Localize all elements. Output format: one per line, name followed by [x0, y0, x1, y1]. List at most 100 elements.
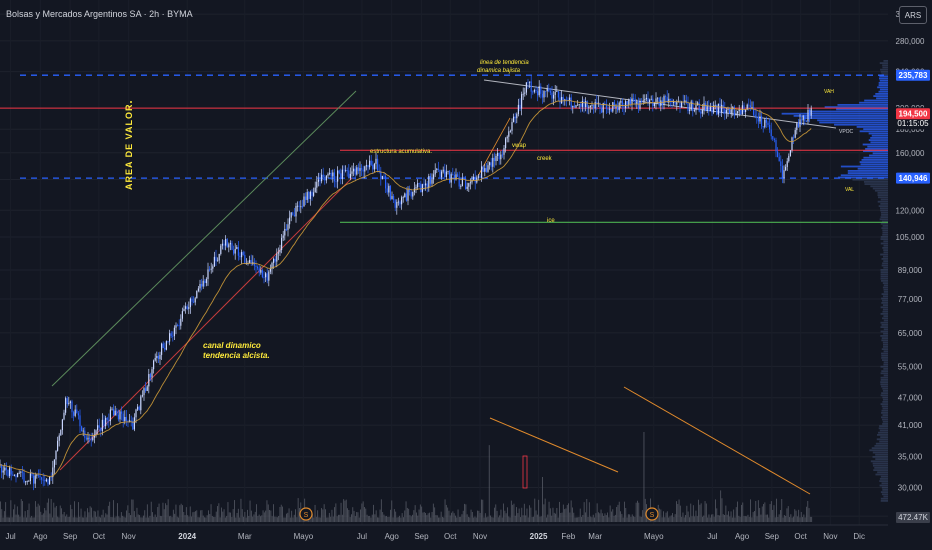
candle-body	[410, 191, 412, 197]
volume-bar	[421, 506, 423, 522]
volume-bar	[70, 504, 72, 522]
time-tick: Nov	[122, 532, 136, 541]
volume-bar	[230, 512, 231, 522]
candle-body	[565, 99, 567, 101]
volume-bar	[27, 510, 29, 522]
profile-bin	[879, 478, 888, 480]
candle-body	[255, 265, 257, 267]
candle-body	[162, 343, 164, 348]
candle-body	[249, 260, 251, 264]
volume-bar	[638, 502, 640, 522]
candle-body	[58, 435, 60, 441]
volume-bar	[383, 514, 385, 522]
volume-bar	[200, 510, 202, 522]
volume-bar	[730, 511, 732, 522]
volume-bar	[340, 502, 342, 522]
volume-bar	[586, 499, 588, 522]
time-axis[interactable]: Jul Ago Sep Oct Nov 2024 Mar Mayo Jul Ago Sep Oct No…	[0, 524, 932, 550]
candle-body	[604, 103, 606, 105]
currency-button[interactable]: ARS	[899, 6, 927, 24]
volume-bar	[315, 516, 317, 522]
volume-bar	[466, 514, 468, 522]
volume-bar	[217, 506, 218, 522]
profile-bin	[883, 251, 888, 254]
profile-bin	[880, 306, 888, 309]
candle-body	[340, 173, 342, 179]
volume-bar	[715, 499, 716, 522]
volume-bar	[569, 512, 571, 522]
candle-body	[333, 172, 335, 182]
volume-bar	[215, 511, 217, 522]
volume-bar	[219, 517, 221, 522]
candle-body	[434, 170, 436, 175]
price-axis[interactable]: 320,000280,000240,000200,000180,000160,0…	[888, 0, 932, 550]
candle-body	[743, 105, 745, 112]
volume-bars	[0, 432, 813, 522]
candle-body	[316, 181, 318, 188]
candle-body	[439, 169, 441, 178]
candle-body	[365, 165, 367, 167]
candle-body	[244, 255, 246, 264]
volume-bar	[1, 509, 3, 522]
time-axis-bg	[0, 525, 932, 550]
volume-bar	[616, 507, 618, 522]
volume-bar	[395, 511, 397, 522]
candle-body	[783, 170, 785, 179]
candle-body	[725, 110, 727, 114]
volume-bar	[271, 516, 273, 522]
volume-bar	[332, 516, 334, 522]
candle-body	[7, 469, 9, 477]
volume-bar	[683, 517, 685, 522]
candle-body	[57, 440, 59, 451]
candle-body	[615, 106, 617, 108]
volume-bar	[0, 501, 1, 522]
volume-bar	[764, 502, 766, 522]
volume-highlight-box	[522, 455, 528, 489]
volume-bar	[479, 512, 481, 522]
volume-bar	[791, 517, 793, 522]
candle-body	[393, 196, 395, 200]
profile-bin	[874, 189, 888, 192]
candle-body	[85, 437, 87, 440]
price-tick: 120,000	[896, 206, 925, 215]
candle-body	[778, 157, 780, 162]
volume-bar	[387, 516, 389, 522]
volume-bar	[460, 516, 462, 522]
profile-bin	[875, 473, 888, 476]
candle-body	[245, 263, 247, 265]
candle-body	[87, 437, 89, 440]
profile-bin	[881, 348, 888, 350]
volume-bar	[462, 510, 464, 522]
profile-bin	[882, 396, 888, 399]
volume-bar	[291, 510, 293, 522]
profile-bin	[875, 458, 888, 460]
time-tick: Sep	[63, 532, 78, 541]
candle-body	[596, 101, 598, 104]
volume-bar	[547, 514, 549, 522]
candle-body	[236, 247, 238, 249]
candle-body	[441, 171, 443, 178]
candle-body	[12, 474, 14, 476]
volume-bar	[184, 515, 186, 522]
candle-body	[329, 172, 331, 174]
volume-bar	[746, 516, 748, 522]
volume-bar	[321, 508, 322, 522]
volume-bar	[378, 517, 380, 522]
volume-bar	[604, 513, 606, 522]
volume-bar	[93, 510, 95, 522]
volume-bar	[804, 517, 806, 522]
profile-bin	[882, 231, 888, 234]
candle-body	[801, 119, 803, 121]
volume-bar	[123, 516, 125, 522]
volume-bar	[3, 511, 5, 522]
volume-bar	[733, 509, 735, 522]
volume-bar	[481, 499, 482, 522]
candle-body	[625, 101, 627, 109]
volume-bar	[612, 509, 614, 522]
volume-bar	[295, 509, 296, 522]
price-axis-bg	[888, 0, 932, 550]
volume-bar	[713, 516, 715, 522]
volume-bar	[596, 503, 598, 522]
candle-body	[437, 168, 439, 170]
